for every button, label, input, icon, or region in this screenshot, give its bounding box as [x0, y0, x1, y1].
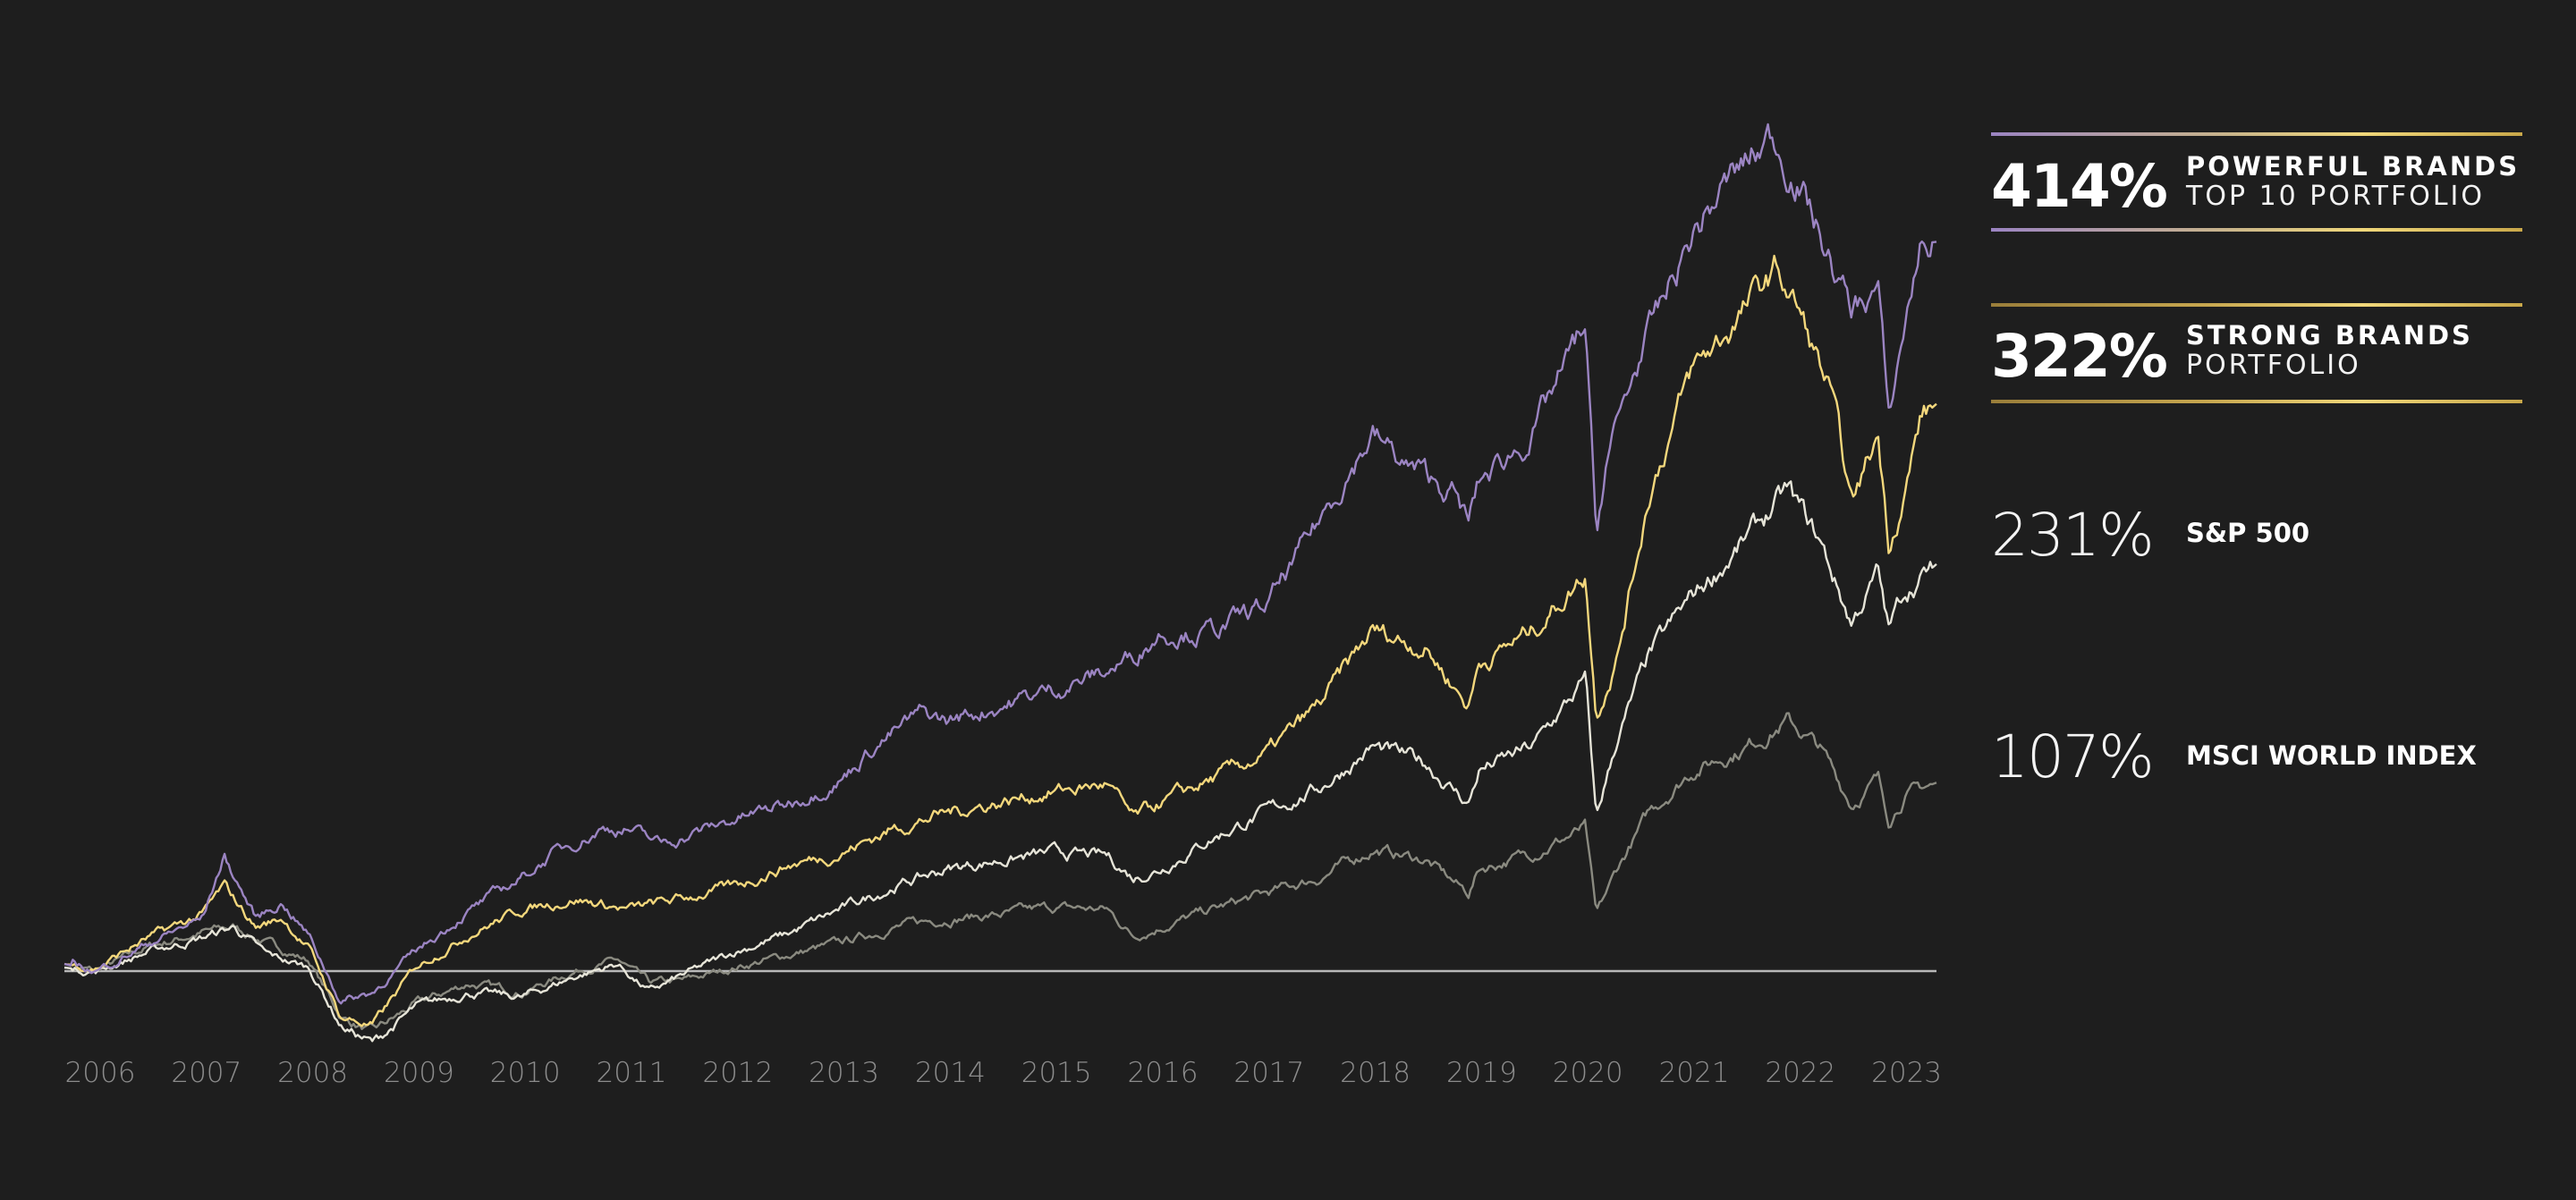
x-tick-label: 2011	[597, 1057, 667, 1089]
legend-title-powerful-brands: POWERFUL BRANDS	[2186, 151, 2521, 182]
legend-divider	[1991, 400, 2522, 403]
x-tick-label: 2023	[1871, 1057, 1942, 1089]
legend-divider	[1991, 228, 2522, 232]
x-tick-label: 2014	[915, 1057, 986, 1089]
x-tick-label: 2013	[809, 1057, 879, 1089]
series-line-msci-world-index	[64, 712, 1937, 1030]
legend-divider	[1991, 132, 2522, 136]
legend-value-powerful-brands: 414%	[1991, 152, 2168, 221]
x-tick-label: 2007	[171, 1057, 242, 1089]
x-tick-label: 2017	[1233, 1057, 1304, 1089]
legend-value-msci-world: 107%	[1991, 723, 2155, 791]
legend-title-strong-brands: STRONG BRANDS	[2186, 320, 2473, 351]
legend-subtitle-powerful-brands: TOP 10 PORTFOLIO	[2186, 181, 2486, 212]
x-tick-label: 2009	[384, 1057, 454, 1089]
x-tick-label: 2018	[1340, 1057, 1411, 1089]
legend-title-sp500: S&P 500	[2186, 518, 2310, 548]
x-tick-label: 2008	[277, 1057, 348, 1089]
x-tick-label: 2022	[1765, 1057, 1835, 1089]
x-tick-label: 2006	[65, 1057, 136, 1089]
series-line-s-p-500	[64, 480, 1937, 1043]
series-line-strong-brands-portfolio	[64, 254, 1937, 1027]
legend-subtitle-strong-brands: PORTFOLIO	[2186, 350, 2361, 381]
x-tick-label: 2012	[702, 1057, 773, 1089]
legend-value-strong-brands: 322%	[1991, 322, 2168, 391]
x-tick-label: 2010	[490, 1057, 561, 1089]
x-tick-label: 2015	[1021, 1057, 1092, 1089]
legend: 414% POWERFUL BRANDS TOP 10 PORTFOLIO 32…	[1991, 0, 2522, 805]
x-tick-label: 2021	[1659, 1057, 1730, 1089]
x-tick-label: 2016	[1128, 1057, 1199, 1089]
x-tick-label: 2020	[1553, 1057, 1623, 1089]
series-line-powerful-brands-top-10-portfolio	[64, 123, 1937, 1005]
legend-value-sp500: 231%	[1991, 501, 2155, 570]
legend-divider	[1991, 303, 2522, 307]
x-tick-label: 2019	[1446, 1057, 1517, 1089]
legend-title-msci-world: MSCI WORLD INDEX	[2186, 740, 2477, 771]
